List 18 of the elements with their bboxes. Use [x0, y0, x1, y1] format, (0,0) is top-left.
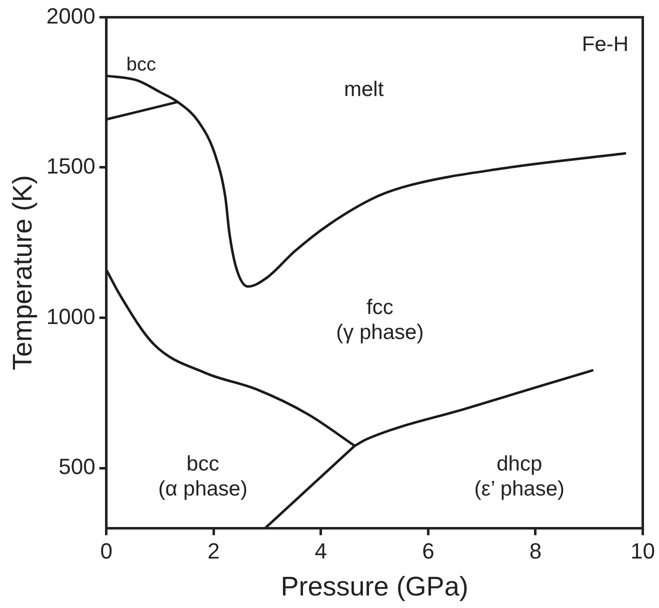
x-axis-title: Pressure (GPa)	[280, 571, 468, 602]
y-tick-label: 1000	[46, 304, 96, 329]
annotation: fcc (γ phase)	[336, 296, 424, 344]
annotation: melt	[344, 78, 384, 102]
annotation: bcc (α phase)	[158, 452, 248, 500]
y-tick-label: 2000	[46, 3, 96, 28]
x-tick-label: 4	[314, 538, 328, 564]
x-tick-label: 6	[422, 538, 434, 564]
x-tick-label: 2	[208, 538, 220, 564]
x-tick-label: 8	[529, 538, 542, 564]
annotation: Fe-H	[582, 33, 629, 56]
y-axis-title: Temperature (K)	[8, 175, 38, 370]
annotation: bcc	[126, 54, 156, 76]
y-tick-label: 1500	[46, 154, 96, 179]
annotation: dhcp (ε’ phase)	[474, 452, 565, 500]
x-tick-label: 10	[630, 538, 656, 564]
x-tick-label: 0	[100, 538, 112, 564]
y-tick-label: 500	[58, 454, 96, 480]
